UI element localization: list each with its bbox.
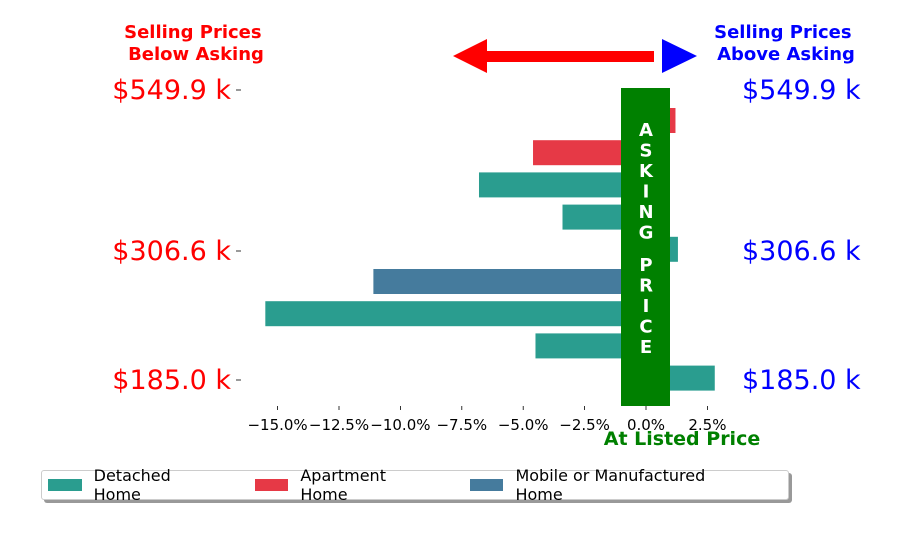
y-label-left: $549.9 k: [112, 75, 231, 106]
legend-swatch-detached: [48, 479, 82, 491]
x-tick-label: −2.5%: [559, 416, 610, 434]
x-axis: −15.0% −12.5% −10.0% −7.5% −5.0% −2.5% 0.0% 2.5…: [247, 406, 726, 434]
bar-6: [265, 301, 646, 327]
legend-item-mobile: Mobile or Manufactured Home: [469, 466, 755, 504]
legend-item-detached: Detached Home: [48, 466, 222, 504]
asking-letter: C: [639, 317, 652, 338]
asking-letter: P: [639, 255, 652, 276]
legend-label-apartment: Apartment Home: [300, 466, 386, 504]
legend-label-detached: Detached Home: [93, 466, 171, 504]
asking-letter: G: [639, 223, 654, 244]
x-tick-label: −10.0%: [370, 416, 430, 434]
right-arrow-icon: [662, 39, 697, 73]
x-tick-label: 2.5%: [688, 416, 726, 434]
y-label-right: $185.0 k: [742, 365, 861, 396]
y-label-left: $185.0 k: [112, 365, 231, 396]
below-asking-title: Selling Prices Below Asking: [124, 22, 268, 65]
asking-letter: A: [639, 120, 653, 141]
x-tick-label: −7.5%: [436, 416, 487, 434]
legend-item-apartment: Apartment Home: [254, 466, 437, 504]
at-listed-price-label: At Listed Price: [604, 428, 760, 450]
asking-price-bar: [621, 88, 670, 406]
asking-letter: K: [639, 161, 654, 182]
legend: Detached Home Apartment Home Mobile or M…: [41, 466, 789, 504]
y-label-right: $306.6 k: [742, 236, 861, 267]
left-arrow-icon: [453, 39, 654, 73]
asking-letter: E: [640, 337, 652, 358]
y-axis-labels: $549.9 k $306.6 k $185.0 k $549.9 k $306.6 k…: [112, 75, 861, 396]
asking-letter: N: [638, 202, 653, 223]
asking-letter: R: [639, 276, 653, 297]
x-tick-label: −15.0%: [247, 416, 307, 434]
y-label-right: $549.9 k: [742, 75, 861, 106]
legend-swatch-apartment: [254, 479, 289, 491]
asking-letter: I: [643, 296, 650, 317]
x-tick-label: −5.0%: [498, 416, 549, 434]
legend-label-mobile: Mobile or Manufactured Home: [515, 466, 706, 504]
asking-letter: S: [640, 141, 653, 162]
asking-letter: I: [643, 182, 650, 203]
x-tick-label: −12.5%: [309, 416, 369, 434]
bar-2: [478, 172, 646, 198]
y-label-left: $306.6 k: [112, 236, 231, 267]
legend-swatch-mobile: [469, 479, 504, 491]
bar-5: [373, 269, 646, 294]
above-asking-title: Selling Prices Above Asking: [714, 22, 858, 65]
x-tick-label: 0.0%: [627, 416, 665, 434]
